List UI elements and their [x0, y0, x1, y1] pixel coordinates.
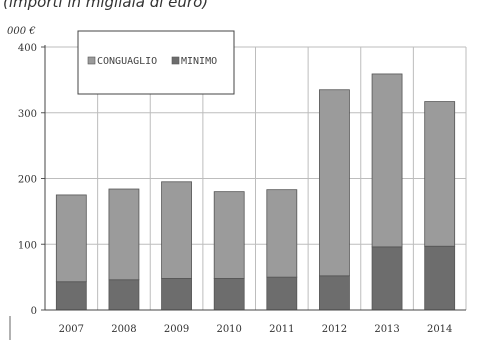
y-axis-unit-label: 000 € [7, 26, 36, 37]
bar-conguaglio-2009 [161, 181, 192, 279]
legend-swatch-minimo [171, 56, 180, 65]
x-tick-labels: 2007 2008 2009 2010 2011 2012 2013 2014 [59, 324, 453, 335]
bar-minimo-2009 [161, 278, 192, 311]
legend-label-conguaglio: CONGUAGLIO [97, 56, 157, 67]
bar-minimo-2012 [319, 275, 350, 311]
y-tick-label: 0 [31, 306, 37, 317]
bar-minimo-2011 [266, 276, 298, 311]
x-tick-label: 2008 [111, 324, 136, 335]
bar-minimo-2013 [371, 246, 403, 311]
bar-minimo-2007 [55, 281, 87, 311]
legend: CONGUAGLIO MINIMO [77, 30, 235, 95]
bar-conguaglio-2011 [266, 189, 298, 278]
bar-conguaglio-2013 [371, 73, 403, 248]
bar-conguaglio-2014 [424, 101, 456, 247]
chart-caption: (importi in migliaia di euro) [3, 0, 209, 11]
bars [55, 73, 456, 311]
x-tick-label: 2012 [322, 324, 347, 335]
bar-minimo-2008 [108, 279, 140, 311]
y-tick-label: 100 [18, 240, 37, 251]
legend-box [77, 30, 235, 95]
bar-conguaglio-2008 [108, 188, 140, 281]
y-tick-label: 200 [18, 175, 37, 186]
legend-label-minimo: MINIMO [181, 56, 217, 67]
bar-minimo-2014 [424, 245, 456, 311]
legend-swatch-conguaglio [87, 56, 96, 65]
y-tick-labels: 0 100 200 300 400 [18, 43, 37, 317]
bar-conguaglio-2010 [213, 191, 245, 279]
x-tick-label: 2013 [374, 324, 399, 335]
x-tick-label: 2007 [59, 324, 84, 335]
bar-conguaglio-2007 [55, 194, 87, 283]
bar-minimo-2010 [213, 278, 245, 311]
x-tick-label: 2011 [269, 324, 294, 335]
x-tick-label: 2010 [216, 324, 241, 335]
y-tick-label: 400 [18, 43, 37, 54]
bar-conguaglio-2012 [319, 89, 350, 277]
axes [9, 45, 466, 340]
x-tick-label: 2014 [427, 324, 452, 335]
y-tick-label: 300 [18, 109, 37, 120]
x-tick-label: 2009 [164, 324, 189, 335]
